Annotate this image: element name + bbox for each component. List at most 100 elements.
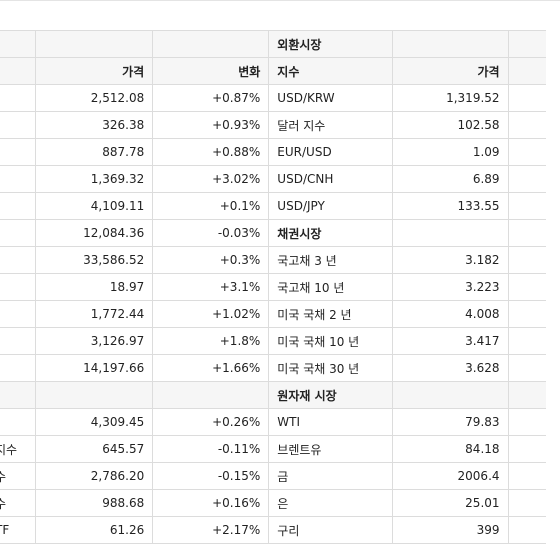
- market-table: 외환시장 가격 변화 지수 가격 2,512.08 +0.87% USD/KRW 1,319.5…: [0, 30, 546, 544]
- table-row[interactable]: 12,084.36 -0.03% 채권시장: [0, 219, 546, 247]
- table-row[interactable]: 3,126.97 +1.8% 미국 국채 10 년 3.417: [0, 327, 546, 355]
- right-instrument-price: 4.008: [391, 300, 509, 328]
- left-blank-cell: [35, 30, 154, 58]
- row-overflow: [507, 489, 546, 517]
- table-row[interactable]: 14,197.66 +1.66% 미국 국채 30 년 3.628: [0, 354, 546, 382]
- table-row[interactable]: 수988.68+0.16%은25.01: [0, 489, 546, 517]
- table-row[interactable]: 2,512.08 +0.87% USD/KRW 1,319.52: [0, 84, 546, 112]
- right-instrument-name: USD/JPY: [268, 192, 393, 220]
- row-overflow: [507, 30, 546, 58]
- change-header: 변화: [152, 57, 270, 85]
- right-instrument-price: 133.55: [391, 192, 509, 220]
- index-header: 지수: [268, 57, 393, 85]
- row-overflow: [507, 327, 546, 355]
- index-price: 4,309.45: [35, 408, 154, 436]
- section-title: 원자재 시장: [268, 381, 393, 409]
- index-price: 33,586.52: [35, 246, 154, 274]
- index-price: 14,197.66: [35, 354, 154, 382]
- right-instrument-name: 미국 국채 10 년: [268, 327, 393, 355]
- right-instrument-name: 금: [268, 462, 393, 490]
- right-instrument-price: 2006.4: [391, 462, 509, 490]
- table-row[interactable]: 1,369.32 +3.02% USD/CNH 6.89: [0, 165, 546, 193]
- index-price: 988.68: [35, 489, 154, 517]
- right-instrument-price: 3.417: [391, 327, 509, 355]
- table-row[interactable]: 가격 변화 지수 가격: [0, 57, 546, 85]
- row-overflow: [507, 462, 546, 490]
- index-change: +0.3%: [152, 246, 270, 274]
- left-name-cell: [0, 30, 37, 58]
- left-index-name: 수: [0, 462, 37, 490]
- row-overflow: [507, 219, 546, 247]
- index-price: 61.26: [35, 516, 154, 544]
- table-row[interactable]: 326.38 +0.93% 달러 지수 102.58: [0, 111, 546, 139]
- row-overflow: [507, 300, 546, 328]
- index-change: +1.8%: [152, 327, 270, 355]
- table-row[interactable]: 1,772.44 +1.02% 미국 국채 2 년 4.008: [0, 300, 546, 328]
- row-overflow: [507, 192, 546, 220]
- row-overflow: [507, 408, 546, 436]
- table-row[interactable]: 18.97 +3.1% 국고채 10 년 3.223: [0, 273, 546, 301]
- index-change: +1.66%: [152, 354, 270, 382]
- index-change: +0.87%: [152, 84, 270, 112]
- right-instrument-price: 84.18: [391, 435, 509, 463]
- left-name-header: [0, 57, 37, 85]
- index-change: +0.1%: [152, 192, 270, 220]
- index-change: +0.93%: [152, 111, 270, 139]
- index-change: -0.11%: [152, 435, 270, 463]
- right-instrument-name: 국고채 3 년: [268, 246, 393, 274]
- right-instrument-price: 79.83: [391, 408, 509, 436]
- right-instrument-price: 1.09: [391, 138, 509, 166]
- left-index-name: [0, 192, 37, 220]
- row-overflow: [507, 246, 546, 274]
- table-row[interactable]: 33,586.52 +0.3% 국고채 3 년 3.182: [0, 246, 546, 274]
- index-price: 12,084.36: [35, 219, 154, 247]
- index-change: +1.02%: [152, 300, 270, 328]
- section-blank-cell: [391, 219, 509, 247]
- index-price: 3,126.97: [35, 327, 154, 355]
- right-instrument-price: 102.58: [391, 111, 509, 139]
- left-index-name: [0, 111, 37, 139]
- index-price: 1,369.32: [35, 165, 154, 193]
- right-instrument-name: 미국 국채 30 년: [268, 354, 393, 382]
- right-instrument-price: 6.89: [391, 165, 509, 193]
- right-instrument-name: USD/CNH: [268, 165, 393, 193]
- right-instrument-name: WTI: [268, 408, 393, 436]
- left-index-name: [0, 408, 37, 436]
- row-overflow: [507, 354, 546, 382]
- left-index-name: [0, 165, 37, 193]
- table-row[interactable]: 4,309.45 +0.26% WTI 79.83: [0, 408, 546, 436]
- index-change: +2.17%: [152, 516, 270, 544]
- table-row[interactable]: 887.78 +0.88% EUR/USD 1.09: [0, 138, 546, 166]
- index-price: 2,786.20: [35, 462, 154, 490]
- right-instrument-price: 3.223: [391, 273, 509, 301]
- row-overflow: [507, 165, 546, 193]
- right-instrument-name: USD/KRW: [268, 84, 393, 112]
- right-instrument-name: 구리: [268, 516, 393, 544]
- index-price: 2,512.08: [35, 84, 154, 112]
- table-row[interactable]: 4,109.11 +0.1% USD/JPY 133.55: [0, 192, 546, 220]
- section-blank-cell: [391, 381, 509, 409]
- right-instrument-price: 3.182: [391, 246, 509, 274]
- left-name-cell: [0, 381, 37, 409]
- row-overflow: [507, 381, 546, 409]
- index-change: +0.16%: [152, 489, 270, 517]
- right-instrument-name: 브렌트유: [268, 435, 393, 463]
- left-index-name: [0, 84, 37, 112]
- index-price: 1,772.44: [35, 300, 154, 328]
- table-row[interactable]: 외환시장: [0, 30, 546, 58]
- index-change: -0.15%: [152, 462, 270, 490]
- right-instrument-price: 1,319.52: [391, 84, 509, 112]
- fx-price-header: 가격: [391, 57, 509, 85]
- top-divider: [0, 0, 560, 1]
- left-index-name: [0, 138, 37, 166]
- table-row[interactable]: 원자재 시장: [0, 381, 546, 409]
- left-index-name: [0, 219, 37, 247]
- left-blank-cell: [152, 30, 270, 58]
- left-index-name: 지수: [0, 435, 37, 463]
- left-index-name: TF: [0, 516, 37, 544]
- row-overflow: [507, 57, 546, 85]
- left-blank-cell: [35, 381, 154, 409]
